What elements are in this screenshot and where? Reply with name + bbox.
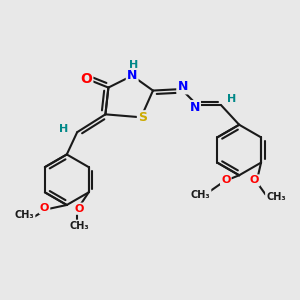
Text: O: O (74, 204, 84, 214)
Text: N: N (189, 101, 200, 114)
Text: S: S (138, 111, 147, 124)
Text: H: H (129, 60, 138, 70)
Text: H: H (59, 124, 68, 134)
Text: O: O (80, 72, 92, 86)
Text: O: O (40, 203, 49, 213)
Text: CH₃: CH₃ (191, 190, 210, 200)
Text: CH₃: CH₃ (15, 210, 34, 220)
Text: CH₃: CH₃ (266, 192, 286, 203)
Text: N: N (178, 80, 188, 93)
Text: H: H (227, 94, 236, 104)
Text: N: N (127, 69, 137, 82)
Text: O: O (221, 175, 230, 185)
Text: O: O (250, 176, 259, 185)
Text: CH₃: CH₃ (69, 220, 89, 231)
